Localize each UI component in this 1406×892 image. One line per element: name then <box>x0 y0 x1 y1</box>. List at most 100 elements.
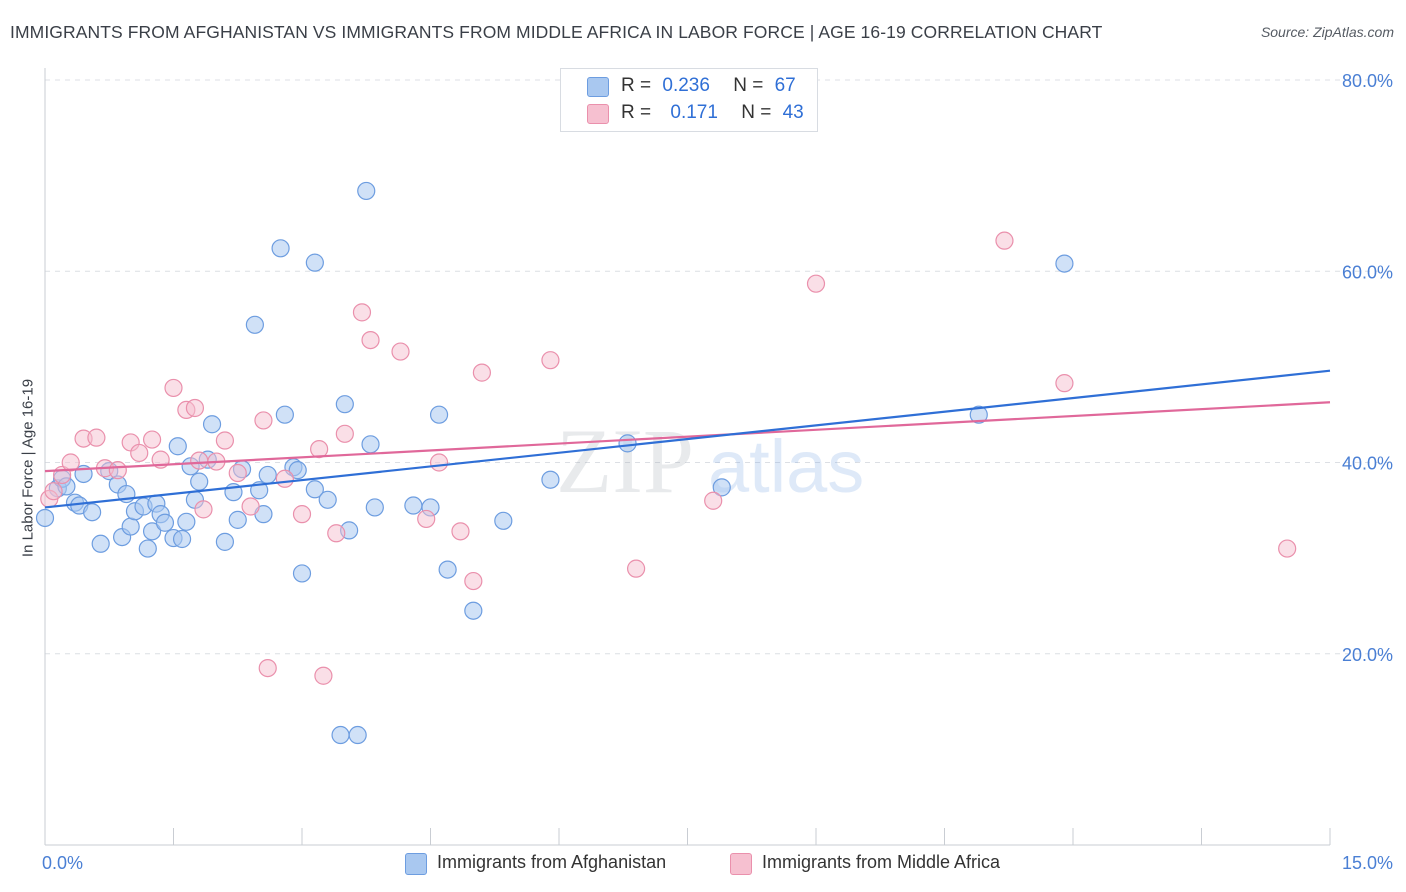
data-point-afghanistan <box>142 522 162 541</box>
series-middle-africa-points <box>40 231 1297 685</box>
data-point-afghanistan <box>305 480 324 499</box>
legend-r-value: 0.236 <box>662 75 710 96</box>
data-point-afghanistan <box>969 405 988 424</box>
data-point-afghanistan <box>275 405 294 424</box>
data-point-afghanistan <box>121 517 140 536</box>
watermark-zip: ZIP <box>556 410 694 512</box>
data-point-afghanistan <box>288 461 307 480</box>
data-point-middle-africa <box>626 559 646 578</box>
data-point-afghanistan <box>404 496 423 515</box>
data-point-afghanistan <box>91 534 110 553</box>
data-point-middle-africa <box>61 453 80 472</box>
watermark: ZIP atlas <box>556 410 864 512</box>
data-point-middle-africa <box>472 363 491 382</box>
legend-r-value: 0.171 <box>670 102 718 123</box>
data-point-afghanistan <box>429 405 449 424</box>
data-point-afghanistan <box>215 532 234 551</box>
data-point-afghanistan <box>177 512 196 531</box>
data-point-middle-africa <box>429 453 449 472</box>
trend-lines <box>44 369 1331 509</box>
data-point-middle-africa <box>995 231 1014 250</box>
data-point-middle-africa <box>215 431 234 450</box>
x-tick-label: 15.0% <box>1342 853 1393 873</box>
bottom-legend-swatch-pink <box>730 853 752 875</box>
correlation-legend: R = 0.236 N = 67 R = 0.171 N = 43 <box>560 68 818 132</box>
tick-labels: 20.0% 40.0% 60.0% 80.0% 0.0% 15.0% <box>42 71 1393 873</box>
data-point-afghanistan <box>541 470 560 489</box>
data-point-middle-africa <box>254 411 273 430</box>
data-point-afghanistan <box>318 490 337 509</box>
data-point-afghanistan <box>168 437 187 456</box>
data-point-afghanistan <box>712 478 731 497</box>
legend-n-label: N = <box>741 102 772 123</box>
data-point-afghanistan <box>245 315 264 334</box>
data-point-afghanistan <box>331 725 350 745</box>
x-tick-label: 0.0% <box>42 853 83 873</box>
data-point-afghanistan <box>438 560 457 579</box>
data-point-middle-africa <box>314 666 333 685</box>
data-point-middle-africa <box>241 497 260 516</box>
data-point-middle-africa <box>108 461 127 480</box>
data-point-middle-africa <box>806 274 826 293</box>
data-point-afghanistan <box>172 529 192 549</box>
data-point-middle-africa <box>335 424 354 443</box>
data-point-afghanistan <box>361 435 380 454</box>
bottom-legend-label: Immigrants from Afghanistan <box>437 852 667 872</box>
legend-r-label: R = <box>621 102 652 123</box>
source-label: Source: ZipAtlas.com <box>1260 24 1394 40</box>
data-point-afghanistan <box>228 510 247 529</box>
data-point-afghanistan <box>305 253 324 272</box>
data-point-middle-africa <box>87 428 106 447</box>
y-tick-label: 20.0% <box>1342 645 1393 665</box>
data-point-afghanistan <box>35 508 55 528</box>
axes <box>44 68 1331 846</box>
data-point-afghanistan <box>365 498 384 517</box>
data-point-afghanistan <box>464 601 483 620</box>
data-point-middle-africa <box>391 342 410 361</box>
data-point-middle-africa <box>164 378 183 398</box>
data-point-afghanistan <box>494 511 513 530</box>
data-point-afghanistan <box>1055 254 1074 273</box>
data-point-middle-africa <box>142 430 162 449</box>
data-point-middle-africa <box>352 303 372 322</box>
data-point-middle-africa <box>44 482 63 501</box>
bottom-legend-swatch-blue <box>405 853 427 875</box>
data-point-middle-africa <box>275 469 294 488</box>
data-point-afghanistan <box>258 465 277 485</box>
y-tick-label: 80.0% <box>1342 71 1393 91</box>
data-point-middle-africa <box>1055 374 1074 393</box>
legend-r-label: R = <box>621 75 652 96</box>
trend-line-middle-africa <box>44 401 1331 473</box>
data-point-middle-africa <box>1278 539 1297 558</box>
data-point-afghanistan <box>155 513 175 532</box>
data-point-afghanistan <box>271 239 290 258</box>
data-point-middle-africa <box>258 658 277 678</box>
data-point-middle-africa <box>704 491 723 510</box>
data-point-afghanistan <box>202 415 222 434</box>
data-point-middle-africa <box>292 505 312 524</box>
series-afghanistan-points <box>35 181 1074 745</box>
trend-line-afghanistan <box>44 369 1331 509</box>
data-point-middle-africa <box>464 571 483 591</box>
data-point-afghanistan <box>618 434 637 453</box>
data-point-middle-africa <box>310 440 329 459</box>
data-point-middle-africa <box>541 351 560 370</box>
data-point-afghanistan <box>335 395 354 414</box>
bottom-legend-label: Immigrants from Middle Africa <box>762 852 1001 872</box>
data-point-middle-africa <box>417 509 436 529</box>
data-point-afghanistan <box>83 503 102 522</box>
data-point-afghanistan <box>348 725 367 745</box>
data-point-middle-africa <box>130 443 149 463</box>
chart-title: IMMIGRANTS FROM AFGHANISTAN VS IMMIGRANT… <box>10 22 1103 42</box>
legend-swatch-pink <box>587 104 609 124</box>
data-point-afghanistan <box>357 181 376 201</box>
data-point-middle-africa <box>327 524 346 543</box>
data-point-middle-africa <box>451 522 470 541</box>
legend-swatch-blue <box>587 77 609 97</box>
legend-n-value: 67 <box>774 75 796 96</box>
data-point-middle-africa <box>228 463 247 483</box>
data-point-middle-africa <box>194 500 213 519</box>
gridlines <box>45 79 1393 655</box>
y-tick-label: 60.0% <box>1342 262 1393 282</box>
